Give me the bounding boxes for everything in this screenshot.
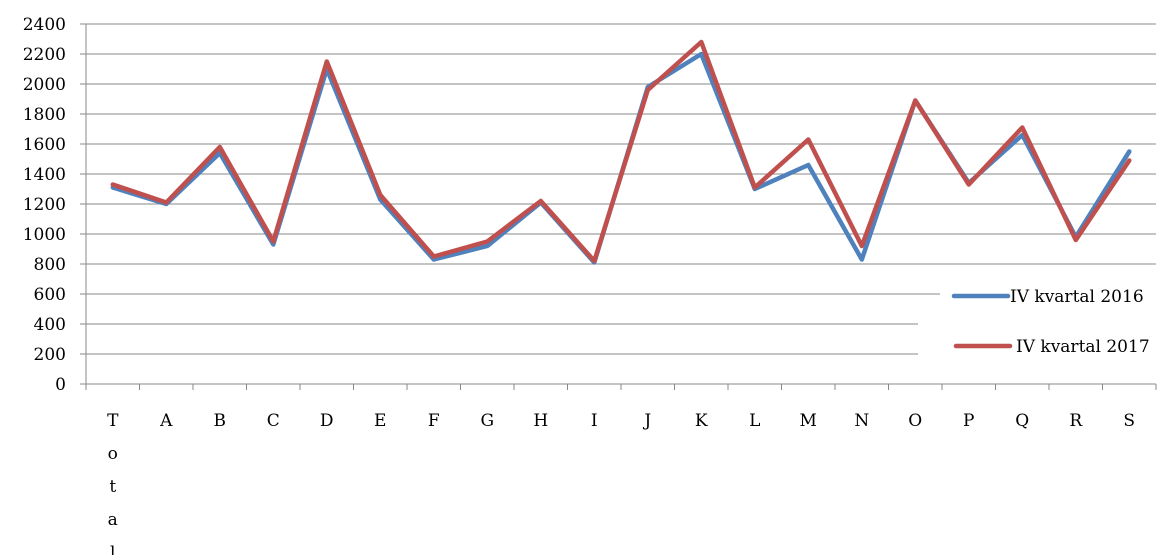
legend-label-2: IV kvartal 2017 — [1016, 337, 1150, 357]
y-tick-labels: 0 200 400 600 800 1000 1200 1400 1600 1800 2000 220… — [23, 15, 66, 395]
y-tick-label: 2000 — [23, 75, 66, 95]
x-tick-label: D — [320, 411, 334, 431]
x-tick-label: S — [1123, 411, 1135, 431]
y-tick-label: 2400 — [23, 15, 66, 35]
axes — [80, 23, 1157, 390]
y-tick-label: 1200 — [23, 195, 66, 215]
x-tick-label: I — [591, 411, 598, 431]
y-tick-label: 0 — [55, 375, 66, 395]
legend: IV kvartal 2016 IV kvartal 2017 — [951, 287, 1150, 357]
y-tick-label: 1600 — [23, 135, 66, 155]
x-tick-label: F — [428, 411, 440, 431]
y-tick-label: 1000 — [23, 225, 66, 245]
series-line-2 — [110, 39, 1132, 264]
x-tick-label: J — [642, 411, 651, 431]
y-tick-label: 200 — [34, 345, 66, 365]
x-tick-label: L — [749, 411, 760, 431]
x-tick-label: R — [1069, 411, 1083, 431]
x-tick-label: B — [214, 411, 227, 431]
y-tick-label: 600 — [34, 285, 66, 305]
x-tick-label: Q — [1015, 411, 1029, 431]
x-tick-label: C — [267, 411, 280, 431]
x-tick-label: M — [800, 411, 817, 431]
x-tick-label: E — [374, 411, 386, 431]
y-tick-label: 2200 — [23, 45, 66, 65]
x-tick-label: H — [533, 411, 548, 431]
x-tick-label: K — [695, 411, 708, 431]
x-tick-label: P — [963, 411, 974, 431]
y-tick-label: 400 — [34, 315, 66, 335]
x-tick-label: N — [854, 411, 869, 431]
gridlines — [86, 23, 1156, 355]
y-tick-label: 1400 — [23, 165, 66, 185]
legend-label-1: IV kvartal 2016 — [1010, 287, 1144, 307]
y-tick-label: 1800 — [23, 105, 66, 125]
x-tick-label: O — [908, 411, 922, 431]
series-lines — [110, 39, 1132, 265]
x-tick-label: A — [159, 411, 173, 431]
y-tick-label: 800 — [34, 255, 66, 275]
x-tick-label: G — [480, 411, 494, 431]
